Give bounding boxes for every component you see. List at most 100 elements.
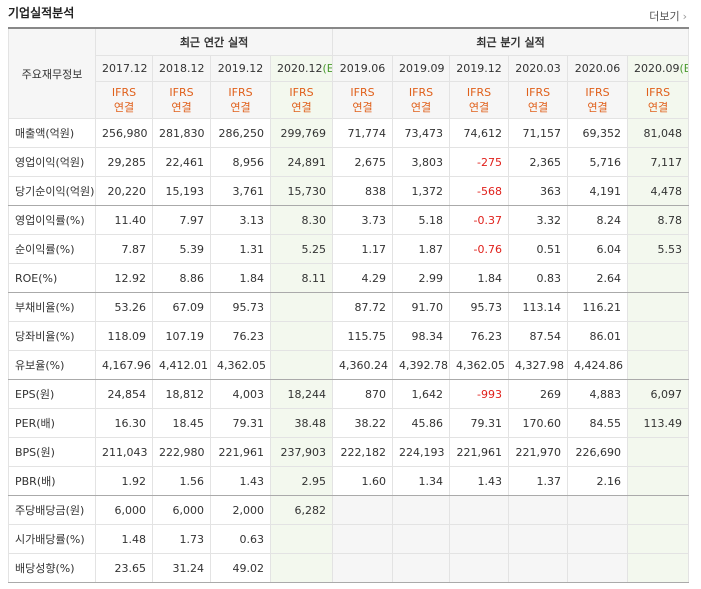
cell — [269, 321, 334, 351]
row-label: 당좌비율(%) — [8, 321, 96, 351]
cell: 5.53 — [627, 234, 690, 264]
period-date: 2017.12 — [102, 62, 148, 75]
cell: 3,803 — [392, 147, 451, 177]
row-label: 당기순이익(억원) — [8, 176, 96, 206]
cell: -275 — [449, 147, 510, 177]
scope: 연결 — [113, 101, 135, 114]
cell: 87.54 — [508, 321, 569, 351]
period: 2017.12 — [95, 55, 153, 82]
more-link[interactable]: 더보기 — [649, 8, 687, 24]
cell: 2,675 — [332, 147, 394, 177]
group-header: 최근 분기 실적 — [332, 27, 690, 56]
cell: 87.72 — [332, 292, 394, 322]
cell: 237,903 — [269, 437, 334, 467]
data-row: 매출액(억원) 256,980 281,830 286,250 299,769 71,77… — [8, 118, 690, 148]
cell — [332, 524, 394, 554]
row-label: PER(배) — [8, 408, 96, 438]
cell: 0.83 — [508, 263, 569, 293]
cell: 84.55 — [567, 408, 629, 438]
row-label: EPS(원) — [8, 379, 96, 409]
cell: 24,854 — [95, 379, 153, 409]
cell — [627, 437, 690, 467]
cell: 1.87 — [392, 234, 451, 264]
row-label: 주당배당금(원) — [8, 495, 96, 525]
cell: 6.04 — [567, 234, 629, 264]
cell: 4,412.01 — [152, 350, 211, 380]
standard: IFRS — [525, 86, 551, 99]
cell: 3,761 — [210, 176, 271, 206]
period-row: 2017.122018.122019.122020.12(E)2019.0620… — [9, 55, 690, 82]
cell: 4,392.78 — [392, 350, 451, 380]
period-date: 2019.12 — [217, 62, 264, 75]
cell: 113.49 — [627, 408, 690, 438]
cell: 3.73 — [332, 205, 394, 235]
period-date: 2020.12 — [277, 62, 323, 75]
scope: 연결 — [468, 101, 490, 114]
cell: 4.29 — [332, 263, 394, 293]
cell: 7.87 — [95, 234, 153, 264]
cell: 18,812 — [152, 379, 211, 409]
data-row: 시가배당률(%) 1.48 1.73 0.63 — [8, 524, 690, 554]
cell: 0.51 — [508, 234, 569, 264]
cell: 5.25 — [269, 234, 334, 264]
data-row: 부채비율(%) 53.26 67.09 95.73 87.72 91.70 95.73 113… — [8, 292, 690, 322]
cell: 4,362.05 — [449, 350, 510, 380]
data-row: 순이익률(%) 7.87 5.39 1.31 5.25 1.17 1.87 -0.76 0.51… — [8, 234, 690, 264]
cell: 18,244 — [269, 379, 334, 409]
standard: IFRS — [289, 86, 314, 99]
cell: 115.75 — [332, 321, 394, 351]
cell: 5.18 — [392, 205, 451, 235]
cell: 6,000 — [95, 495, 153, 525]
cell: 170.60 — [508, 408, 569, 438]
cell: 16.30 — [95, 408, 153, 438]
scope: 연결 — [352, 101, 373, 114]
cell: 1.60 — [332, 466, 394, 496]
basis: IFRS 연결 — [449, 81, 510, 119]
cell: 79.31 — [449, 408, 510, 438]
cell: 5,716 — [567, 147, 629, 177]
standard: IFRS — [228, 86, 253, 99]
cell: 18.45 — [152, 408, 211, 438]
cell: 91.70 — [392, 292, 451, 322]
data-row: 당기순이익(억원) 20,220 15,193 3,761 15,730 838 1,372… — [8, 176, 690, 206]
cell — [567, 553, 629, 583]
cell: 8.86 — [152, 263, 211, 293]
cell: 1,372 — [392, 176, 451, 206]
estimate-mark: (E) — [322, 62, 332, 75]
cell: 281,830 — [152, 118, 211, 148]
data-row: 주당배당금(원) 6,000 6,000 2,000 6,282 — [8, 495, 690, 525]
cell — [392, 524, 451, 554]
cell: 20,220 — [95, 176, 153, 206]
cell: 1.37 — [508, 466, 569, 496]
financial-table: 주요재무정보 최근 연간 실적 최근 분기 실적 2017.12 2018.12 2019… — [8, 27, 690, 583]
data-row: 유보율(%) 4,167.96 4,412.01 4,362.05 4,360.24 4,… — [8, 350, 690, 380]
data-row: EPS(원) 24,854 18,812 4,003 18,244 870 1,642 -99… — [8, 379, 690, 409]
cell: 1.48 — [95, 524, 153, 554]
cell: 22,461 — [152, 147, 211, 177]
row-label: 순이익률(%) — [8, 234, 96, 264]
data-row: 영업이익(억원) 29,285 22,461 8,956 24,891 2,675 3,80… — [8, 147, 690, 177]
cell — [332, 495, 394, 525]
period-date: 2020.09 — [634, 62, 680, 75]
basis: IFRS 연결 — [332, 81, 394, 119]
row-label: 유보율(%) — [8, 350, 96, 380]
cell: 107.19 — [152, 321, 211, 351]
period-date: 2019.09 — [399, 62, 445, 75]
cell: 6,282 — [269, 495, 334, 525]
period: 2019.12 — [449, 55, 510, 82]
row-label: BPS(원) — [8, 437, 96, 467]
cell: 4,424.86 — [567, 350, 629, 380]
cell: 74,612 — [449, 118, 510, 148]
cell: 23.65 — [95, 553, 153, 583]
group-header: 최근 연간 실적 — [94, 27, 334, 56]
cell: 67.09 — [152, 292, 211, 322]
period: 2018.12 — [152, 55, 211, 82]
row-label: 영업이익(억원) — [8, 147, 96, 177]
cell: 0.63 — [210, 524, 271, 554]
cell — [627, 524, 690, 554]
section-title: 기업실적분석 — [8, 6, 75, 20]
cell: 73,473 — [392, 118, 451, 148]
scope: 연결 — [410, 101, 432, 114]
cell — [508, 553, 569, 583]
